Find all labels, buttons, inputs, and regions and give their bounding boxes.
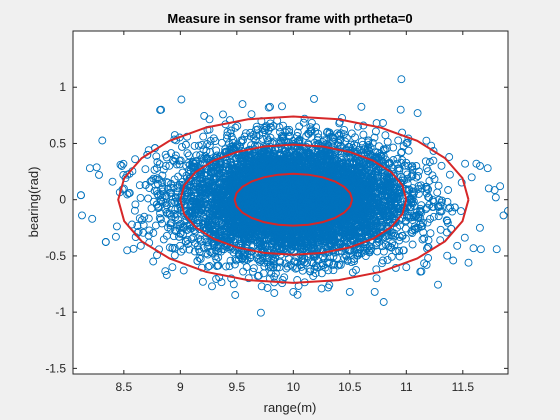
scatter-point [399,142,408,151]
scatter-point [226,256,235,265]
scatter-point [190,141,199,150]
scatter-point [379,247,388,256]
scatter-point [429,212,438,221]
scatter-point [264,103,273,112]
scatter-group [76,75,539,317]
scatter-point [256,308,265,317]
scatter-point [141,165,150,174]
scatter-point [434,280,442,289]
scatter-point [178,142,186,151]
scatter-point [204,262,212,271]
scatter-point [424,236,433,245]
scatter-point [443,251,452,260]
scatter-point [422,136,431,145]
scatter-point [170,243,179,252]
scatter-point [181,237,190,246]
scatter-point [248,267,257,276]
chart-title: Measure in sensor frame with prtheta=0 [167,11,412,26]
scatter-point [266,102,274,111]
scatter-point [351,133,359,142]
scatter-point [467,173,476,182]
scatter-point [420,234,429,243]
scatter-point [310,94,318,103]
scatter-point [387,252,396,261]
scatter-point [206,136,215,145]
scatter-point [379,119,387,127]
scatter-point [263,284,272,292]
scatter-point [187,235,196,244]
scatter-point [395,247,404,255]
scatter-point [225,262,234,271]
scatter-point [299,118,308,127]
scatter-point [217,278,226,287]
scatter-point [368,138,377,147]
scatter-point [174,172,183,181]
scatter-point [417,267,426,276]
scatter-point [158,183,167,192]
scatter-point [152,152,161,161]
scatter-point [177,247,185,256]
scatter-point [231,291,240,299]
scatter-point [449,256,458,265]
scatter-point [134,227,143,236]
scatter-point [443,216,452,225]
scatter-point [124,189,133,198]
scatter-point [347,140,356,149]
scatter-point [335,117,344,126]
scatter-point [205,262,214,270]
scatter-point [194,245,203,254]
scatter-point [426,214,434,223]
scatter-point [194,141,203,150]
scatter-point [149,229,158,237]
scatter-point [228,138,237,147]
scatter-point [259,135,267,143]
scatter-point [475,223,484,232]
scatter-point [434,212,443,221]
scatter-point [144,194,153,203]
scatter-point [532,222,539,229]
scatter-point [381,131,390,140]
scatter-point [298,266,307,275]
scatter-point [264,136,273,145]
scatter-point [375,238,383,246]
scatter-point [139,221,148,229]
scatter-point [203,250,212,259]
scatter-point [199,132,208,141]
scatter-point [428,171,437,180]
scatter-point [386,243,395,251]
scatter-point [131,200,140,209]
scatter-point [128,220,136,229]
scatter-point [448,207,457,216]
scatter-point [469,244,478,253]
scatter-point [177,95,186,104]
scatter-point [437,161,446,170]
scatter-point [149,174,158,183]
scatter-point [430,175,439,184]
scatter-point [185,245,194,254]
scatter-point [179,245,188,254]
scatter-point [457,178,466,187]
marks-layer [76,75,539,317]
scatter-point [251,136,260,145]
scatter-point [162,271,171,279]
scatter-point [161,267,170,276]
scatter-point [98,136,107,145]
scatter-point [414,172,422,180]
scatter-point [222,156,231,165]
scatter-point [170,157,179,166]
